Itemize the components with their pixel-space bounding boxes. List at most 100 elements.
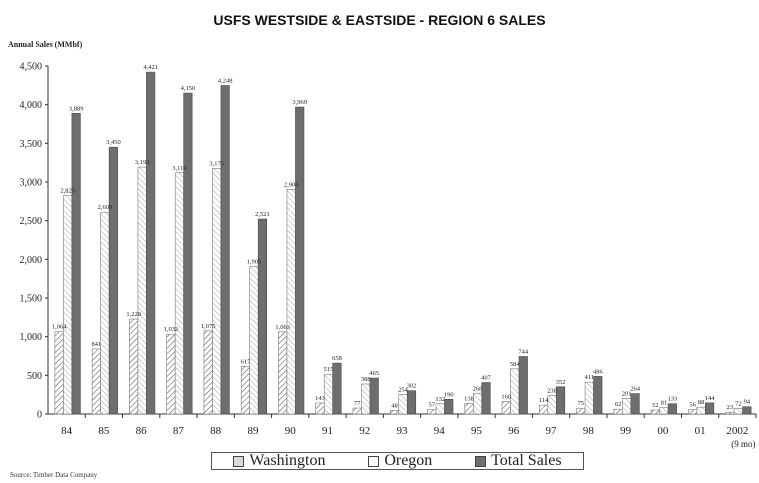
data-label-total-sales: 4,421 bbox=[143, 64, 158, 71]
x-tick-label: 86 bbox=[136, 425, 148, 437]
x-tick-label: 99 bbox=[620, 425, 632, 437]
bar-oregon bbox=[100, 211, 110, 415]
bar-oregon bbox=[733, 408, 743, 415]
data-label-oregon: 254 bbox=[398, 386, 409, 393]
legend-item-total-sales: Total Sales bbox=[475, 452, 562, 470]
data-label-total-sales: 352 bbox=[556, 379, 566, 386]
bar-washington bbox=[91, 348, 101, 415]
data-label-oregon: 3,193 bbox=[135, 159, 150, 166]
bar-total-sales bbox=[481, 382, 491, 415]
bar-oregon bbox=[547, 395, 557, 415]
data-label-oregon: 238 bbox=[547, 388, 557, 395]
data-label-oregon: 88 bbox=[698, 399, 705, 406]
bar-oregon bbox=[361, 383, 371, 415]
bar-washington bbox=[389, 409, 400, 415]
bar-washington bbox=[203, 330, 213, 415]
bar-washington bbox=[278, 331, 288, 415]
legend-swatch-oregon bbox=[368, 455, 380, 467]
bar-washington bbox=[240, 365, 250, 415]
bar-total-sales bbox=[556, 386, 566, 415]
source-note: Source: Timber Data Company bbox=[10, 471, 98, 479]
data-label-total-sales: 144 bbox=[705, 395, 716, 402]
data-label-total-sales: 2,521 bbox=[255, 211, 270, 218]
y-tick-label: 2,500 bbox=[20, 216, 43, 227]
y-tick-label: 4,500 bbox=[20, 62, 43, 73]
y-tick-label: 1,500 bbox=[20, 294, 43, 305]
bar-total-sales bbox=[295, 106, 305, 415]
data-label-oregon: 411 bbox=[585, 374, 595, 381]
data-label-washington: 143 bbox=[315, 395, 325, 402]
data-label-total-sales: 264 bbox=[630, 386, 641, 393]
data-label-washington: 57 bbox=[429, 402, 436, 409]
x-tick-label: 90 bbox=[285, 425, 297, 437]
data-label-washington: 1,063 bbox=[275, 324, 290, 331]
legend-label-washington: Washington bbox=[249, 452, 326, 469]
data-label-washington: 52 bbox=[652, 402, 659, 409]
bar-total-sales bbox=[108, 146, 118, 415]
data-label-washington: 77 bbox=[354, 400, 361, 407]
data-label-washington: 23 bbox=[727, 404, 734, 411]
data-label-oregon: 201 bbox=[622, 390, 632, 397]
x-tick-sublabel: (9 mo) bbox=[731, 439, 755, 449]
y-tick-label: 1,000 bbox=[20, 332, 43, 343]
bar-washington bbox=[315, 402, 325, 415]
data-label-oregon: 2,906 bbox=[284, 181, 299, 188]
bar-washington bbox=[576, 407, 586, 415]
bar-washington bbox=[613, 408, 623, 415]
data-label-total-sales: 407 bbox=[481, 375, 492, 382]
bar-total-sales bbox=[406, 390, 417, 415]
data-label-washington: 1,075 bbox=[201, 323, 216, 330]
bar-total-sales bbox=[220, 85, 230, 415]
y-tick-label: 0 bbox=[37, 410, 42, 421]
data-label-total-sales: 190 bbox=[444, 391, 454, 398]
bar-total-sales bbox=[705, 402, 715, 415]
legend-swatch-washington bbox=[233, 455, 245, 467]
data-label-oregon: 268 bbox=[473, 385, 483, 392]
data-label-washington: 75 bbox=[578, 400, 585, 407]
data-label-washington: 160 bbox=[501, 394, 511, 401]
chart-title: USFS WESTSIDE & EASTSIDE - REGION 6 SALE… bbox=[213, 12, 546, 28]
x-tick-label: 93 bbox=[397, 425, 409, 437]
data-label-total-sales: 486 bbox=[593, 368, 604, 375]
y-tick-label: 2,000 bbox=[20, 255, 43, 266]
data-label-oregon: 515 bbox=[324, 366, 334, 373]
bar-total-sales bbox=[332, 362, 342, 415]
bar-oregon bbox=[659, 407, 669, 415]
data-label-total-sales: 3,889 bbox=[69, 105, 84, 112]
data-label-oregon: 2,609 bbox=[98, 204, 113, 211]
data-label-total-sales: 744 bbox=[518, 348, 529, 355]
x-tick-label: 94 bbox=[434, 425, 446, 437]
x-tick-label: 2002 bbox=[726, 425, 748, 437]
x-tick-label: 01 bbox=[695, 425, 706, 437]
bar-washington bbox=[427, 409, 437, 415]
data-label-oregon: 2,825 bbox=[60, 188, 75, 195]
x-tick-label: 87 bbox=[173, 425, 185, 437]
bar-total-sales bbox=[369, 377, 379, 415]
bar-total-sales bbox=[667, 403, 677, 415]
bar-oregon bbox=[137, 166, 147, 415]
data-label-oregon: 584 bbox=[510, 361, 521, 368]
bar-oregon bbox=[435, 403, 445, 415]
bar-total-sales bbox=[518, 356, 528, 415]
data-label-oregon: 132 bbox=[435, 396, 445, 403]
bar-total-sales bbox=[630, 393, 640, 415]
bar-washington bbox=[464, 403, 474, 415]
bar-total-sales bbox=[593, 376, 603, 415]
y-tick-label: 500 bbox=[27, 371, 42, 382]
x-tick-label: 95 bbox=[471, 425, 483, 437]
x-tick-label: 84 bbox=[61, 425, 73, 437]
data-label-total-sales: 4,150 bbox=[181, 85, 196, 92]
x-tick-label: 00 bbox=[657, 425, 669, 437]
data-label-oregon: 81 bbox=[661, 400, 668, 407]
bar-oregon bbox=[249, 266, 259, 415]
bar-oregon bbox=[323, 373, 334, 415]
data-label-total-sales: 3,969 bbox=[292, 99, 307, 106]
bar-washington bbox=[501, 401, 511, 415]
bar-oregon bbox=[212, 168, 222, 415]
bar-washington bbox=[129, 318, 139, 415]
x-tick-label: 85 bbox=[98, 425, 110, 437]
x-tick-label: 88 bbox=[210, 425, 222, 437]
data-label-washington: 56 bbox=[689, 402, 696, 409]
data-label-washington: 114 bbox=[539, 397, 549, 404]
